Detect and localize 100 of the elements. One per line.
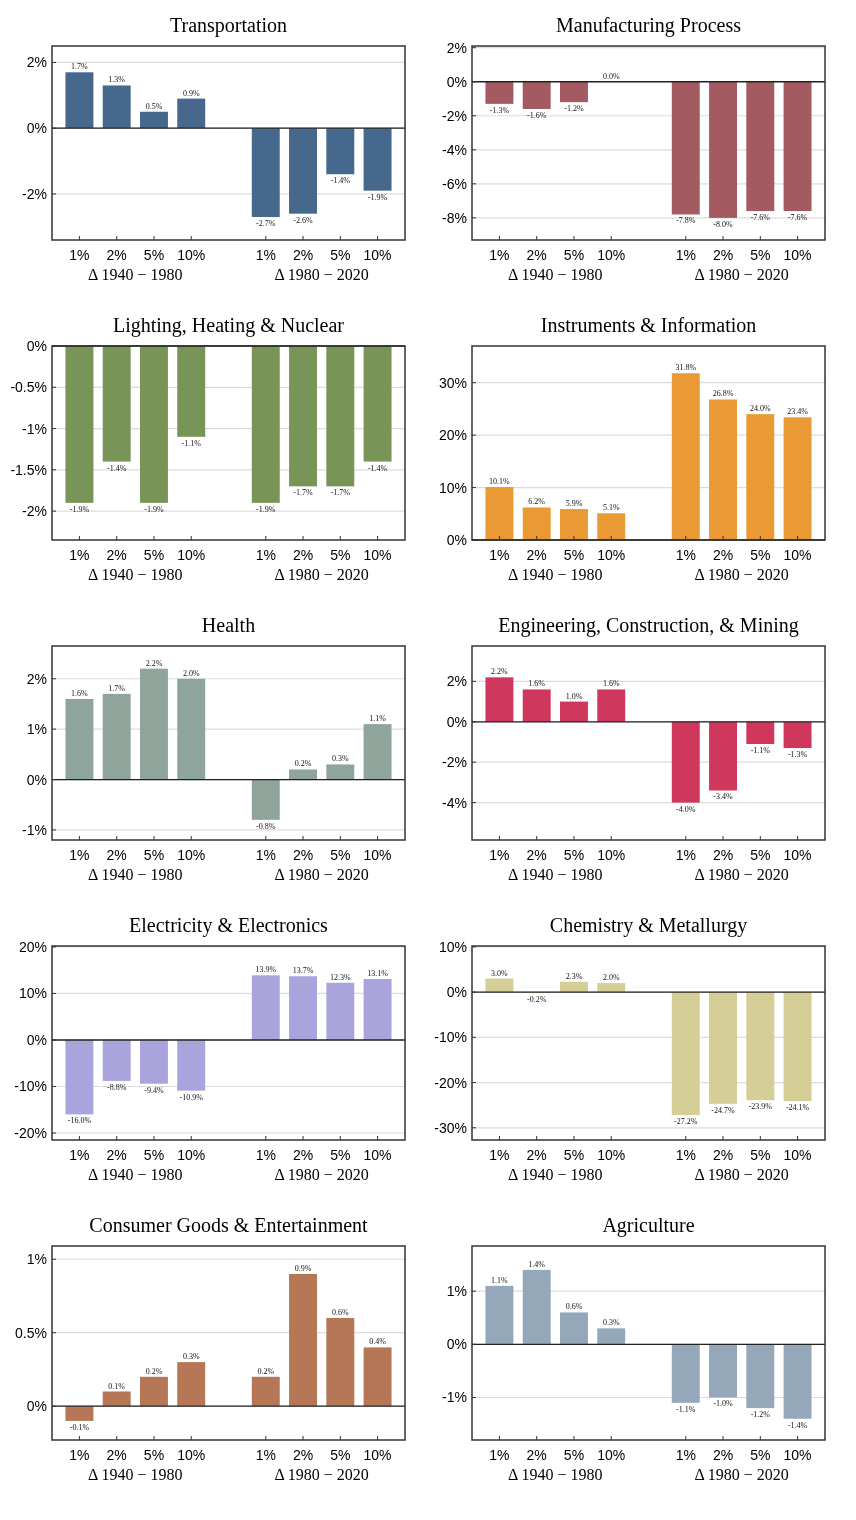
data-label: -2.6% xyxy=(293,215,314,225)
data-label: 1.1% xyxy=(369,714,387,724)
data-label: -1.2% xyxy=(564,104,584,114)
x-tick-label: 1% xyxy=(489,547,510,563)
data-label: 1.3% xyxy=(108,75,126,85)
data-label: 0.4% xyxy=(369,1337,387,1347)
text: Δ 1980 − 2020 xyxy=(274,1466,369,1483)
data-label: 1.6% xyxy=(528,679,546,689)
text: Δ 1940 − 1980 xyxy=(88,866,183,883)
data-label: -7.8% xyxy=(676,216,696,226)
x-tick-label: 10% xyxy=(783,547,812,563)
data-label: -1.9% xyxy=(256,504,276,514)
text: Δ 1940 − 1980 xyxy=(508,566,603,583)
x-tick-label: 5% xyxy=(143,547,165,563)
y-tick-label: 0% xyxy=(446,532,467,548)
data-label: -8.0% xyxy=(713,219,734,229)
chart-title: Engineering, Construction, & Mining xyxy=(498,614,799,637)
x-tick-label: 1% xyxy=(69,1147,90,1163)
x-tick-label: 2% xyxy=(106,1147,127,1163)
x-tick-label: 1% xyxy=(675,1447,696,1463)
x-tick-label: 5% xyxy=(330,247,351,263)
data-label: 0.2% xyxy=(257,1366,275,1376)
y-tick-label: -4% xyxy=(442,794,467,811)
x-tick-label: 1% xyxy=(675,1147,696,1163)
data-label: -1.9% xyxy=(144,504,164,514)
text: Δ 1940 − 1980 xyxy=(508,266,603,283)
x-tick-label: 2% xyxy=(712,547,734,563)
y-tick-label: 0% xyxy=(26,120,47,137)
data-label: -24.1% xyxy=(785,1103,810,1113)
data-label: -0.8% xyxy=(256,821,276,831)
x-tick-label: 2% xyxy=(292,847,314,863)
data-label: 2.3% xyxy=(565,971,583,981)
y-tick-label: 2% xyxy=(446,39,467,56)
text: Δ 1940 − 1980 xyxy=(508,866,603,883)
text: Δ 1980 − 2020 xyxy=(274,866,369,883)
y-tick-label: -1% xyxy=(442,1389,467,1406)
x-tick-label: 5% xyxy=(750,247,771,263)
data-label: -1.4% xyxy=(107,463,127,473)
text: Δ 1940 − 1980 xyxy=(88,1466,183,1483)
y-tick-label: -10% xyxy=(434,1029,467,1046)
x-tick-label: 5% xyxy=(750,1447,771,1463)
data-label: 13.9% xyxy=(255,965,277,975)
x-tick-label: 2% xyxy=(526,547,547,563)
chart-title: Consumer Goods & Entertainment xyxy=(89,1214,369,1236)
x-tick-label: 5% xyxy=(563,247,585,263)
x-tick-label: 5% xyxy=(143,1147,165,1163)
y-tick-label: -2% xyxy=(22,503,47,520)
x-tick-label: 2% xyxy=(526,247,547,263)
data-label: 5.1% xyxy=(602,503,620,513)
y-tick-label: 10% xyxy=(438,938,467,955)
y-tick-label: -1.5% xyxy=(10,461,47,478)
data-label: -23.9% xyxy=(748,1102,773,1112)
x-tick-label: 2% xyxy=(712,1447,734,1463)
y-tick-label: -1% xyxy=(22,420,47,437)
x-tick-label: 5% xyxy=(563,547,585,563)
y-tick-label: 2% xyxy=(446,673,467,690)
x-tick-label: 2% xyxy=(292,547,314,563)
data-label: 0.3% xyxy=(182,1352,200,1362)
x-tick-label: 10% xyxy=(597,547,626,563)
y-tick-label: 10% xyxy=(18,985,47,1002)
data-label: -3.4% xyxy=(713,792,734,802)
x-tick-label: 5% xyxy=(330,1147,351,1163)
x-tick-label: 10% xyxy=(177,247,206,263)
data-label: 0.2% xyxy=(145,1366,163,1376)
data-label: -9.4% xyxy=(144,1085,164,1095)
text: Δ 1980 − 2020 xyxy=(694,1466,789,1483)
y-tick-label: 1% xyxy=(26,1251,47,1268)
x-tick-label: 10% xyxy=(783,1147,812,1163)
x-tick-label: 1% xyxy=(675,247,696,263)
text: Δ 1980 − 2020 xyxy=(694,566,789,583)
y-tick-label: 0% xyxy=(26,771,47,788)
x-tick-label: 10% xyxy=(597,1147,626,1163)
data-label: 0.6% xyxy=(331,1308,349,1318)
data-label: 1.0% xyxy=(565,691,583,701)
y-tick-label: 0% xyxy=(446,73,467,90)
chart-title: Electricity & Electronics xyxy=(129,914,329,937)
data-label: 0.3% xyxy=(331,754,349,764)
data-label: 13.7% xyxy=(292,966,314,976)
y-tick-label: -2% xyxy=(442,107,467,124)
text: Δ 1940 − 1980 xyxy=(88,266,183,283)
y-tick-label: -0.5% xyxy=(10,379,47,396)
x-tick-label: 5% xyxy=(143,247,165,263)
x-tick-label: 1% xyxy=(255,1447,276,1463)
x-tick-label: 5% xyxy=(563,1147,585,1163)
data-label: -7.6% xyxy=(787,213,808,223)
data-label: 0.2% xyxy=(294,759,312,769)
y-tick-label: 0% xyxy=(446,984,467,1001)
data-label: 1.4% xyxy=(528,1259,546,1269)
x-tick-label: 1% xyxy=(255,547,276,563)
y-tick-label: -30% xyxy=(434,1119,467,1136)
text: Δ 1980 − 2020 xyxy=(274,266,369,283)
y-tick-label: -20% xyxy=(434,1074,467,1091)
data-label: 1.7% xyxy=(108,683,126,693)
y-tick-label: -6% xyxy=(442,175,467,192)
x-tick-label: 10% xyxy=(363,847,392,863)
data-label: -7.6% xyxy=(750,213,771,223)
x-tick-label: 1% xyxy=(69,547,90,563)
x-tick-label: 1% xyxy=(489,1147,510,1163)
y-tick-label: 0% xyxy=(446,713,467,730)
y-tick-label: 10% xyxy=(438,479,467,496)
